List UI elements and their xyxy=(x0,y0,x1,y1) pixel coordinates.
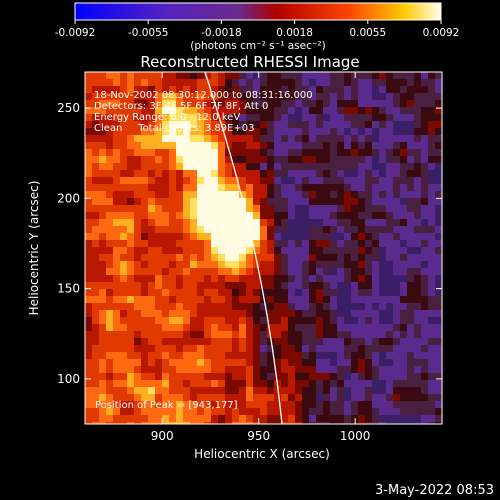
colorbar-gradient xyxy=(74,2,442,21)
y-tick-label: 200 xyxy=(57,191,80,205)
peak-position-label: Position of Peak = [943,177] xyxy=(95,400,238,411)
x-tick-label: 950 xyxy=(247,429,270,443)
colorbar-ticks: -0.0092 -0.0055 -0.0018 0.0018 0.0055 0.0092 xyxy=(55,20,460,39)
info-block: 18-Nov-2002 08:30:12.000 to 08:31:16.000… xyxy=(94,90,313,134)
info-line-detectors: Detectors: 3F 4F 5F 6F 7F 8F, Att 0 xyxy=(94,101,268,112)
x-axis-ticks: 900 950 1000 xyxy=(151,72,371,443)
info-line-time: 18-Nov-2002 08:30:12.000 to 08:31:16.000 xyxy=(94,90,313,101)
colorbar: -0.0092 -0.0055 -0.0018 0.0018 0.0055 0.0092 … xyxy=(55,2,460,52)
info-line-clean: Clean Total counts: 3.89E+03 xyxy=(94,123,254,134)
x-axis-label: Heliocentric X (arcsec) xyxy=(194,447,330,461)
colorbar-tick-label: -0.0055 xyxy=(128,27,169,39)
footer-timestamp: 3-May-2022 08:53 xyxy=(375,483,494,498)
y-tick-label: 250 xyxy=(57,101,80,115)
y-axis-label: Heliocentric Y (arcsec) xyxy=(27,181,41,316)
x-tick-label: 1000 xyxy=(340,429,371,443)
colorbar-tick-label: 0.0092 xyxy=(423,27,460,39)
x-tick-label: 900 xyxy=(151,429,174,443)
solar-image xyxy=(85,72,442,424)
colorbar-tick-label: 0.0055 xyxy=(349,27,386,39)
solar-limb xyxy=(204,72,283,424)
colorbar-tick-label: 0.0018 xyxy=(276,27,313,39)
colorbar-unit-label: (photons cm⁻² s⁻¹ asec⁻²) xyxy=(190,40,325,52)
y-axis-ticks: 100 150 200 250 xyxy=(57,101,442,386)
info-line-energy: Energy Range: 6.0 - 12.0 keV xyxy=(94,112,240,123)
plot-frame xyxy=(84,71,443,425)
plot-title: Reconstructed RHESSI Image xyxy=(140,53,359,71)
image-pixels xyxy=(85,72,442,424)
colorbar-tick-label: -0.0092 xyxy=(55,27,96,39)
y-tick-label: 150 xyxy=(57,282,80,296)
colorbar-tick-label: -0.0018 xyxy=(201,27,242,39)
y-tick-label: 100 xyxy=(57,372,80,386)
